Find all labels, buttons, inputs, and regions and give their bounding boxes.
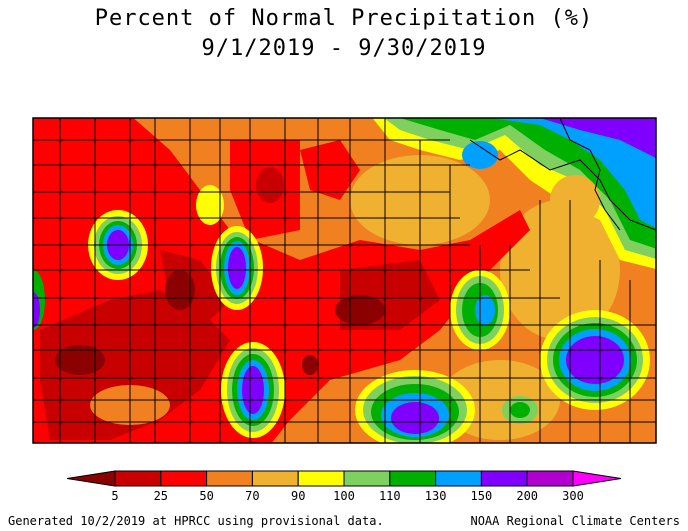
legend-tick-label: 300 (562, 489, 584, 503)
legend-swatch (251, 470, 299, 487)
legend-tick-label: 70 (245, 489, 259, 503)
legend-swatch (206, 470, 253, 487)
footer-source: NOAA Regional Climate Centers (470, 514, 680, 528)
legend-swatch (297, 470, 345, 487)
county-boundaries (33, 118, 656, 443)
legend-swatch (435, 470, 482, 487)
legend-tick-label: 150 (471, 489, 493, 503)
legend-tick-label: 25 (154, 489, 168, 503)
footer-generated-note: Generated 10/2/2019 at HPRCC using provi… (8, 514, 384, 528)
legend-swatch (160, 470, 208, 487)
legend-tick-label: 130 (425, 489, 447, 503)
state-outline (32, 117, 657, 444)
legend-arrow-low (66, 470, 116, 487)
legend-colorbar: 5 25 50 70 90 100 110 130 150 200 300 (66, 470, 622, 503)
legend-tick-label: 50 (199, 489, 213, 503)
legend-swatch (480, 470, 528, 487)
map-date-range: 9/1/2019 - 9/30/2019 (201, 36, 487, 61)
legend-swatch (526, 470, 574, 487)
legend-tick-label: 90 (291, 489, 305, 503)
map-title: Percent of Normal Precipitation (%) (94, 6, 594, 31)
legend-tick-label: 100 (333, 489, 355, 503)
legend-tick-label: 5 (111, 489, 118, 503)
legend-swatch (114, 470, 162, 487)
legend-swatch (343, 470, 391, 487)
legend-swatch (389, 470, 437, 487)
legend-tick-label: 200 (516, 489, 538, 503)
legend-arrow-high (572, 470, 622, 487)
legend-tick-label: 110 (379, 489, 401, 503)
